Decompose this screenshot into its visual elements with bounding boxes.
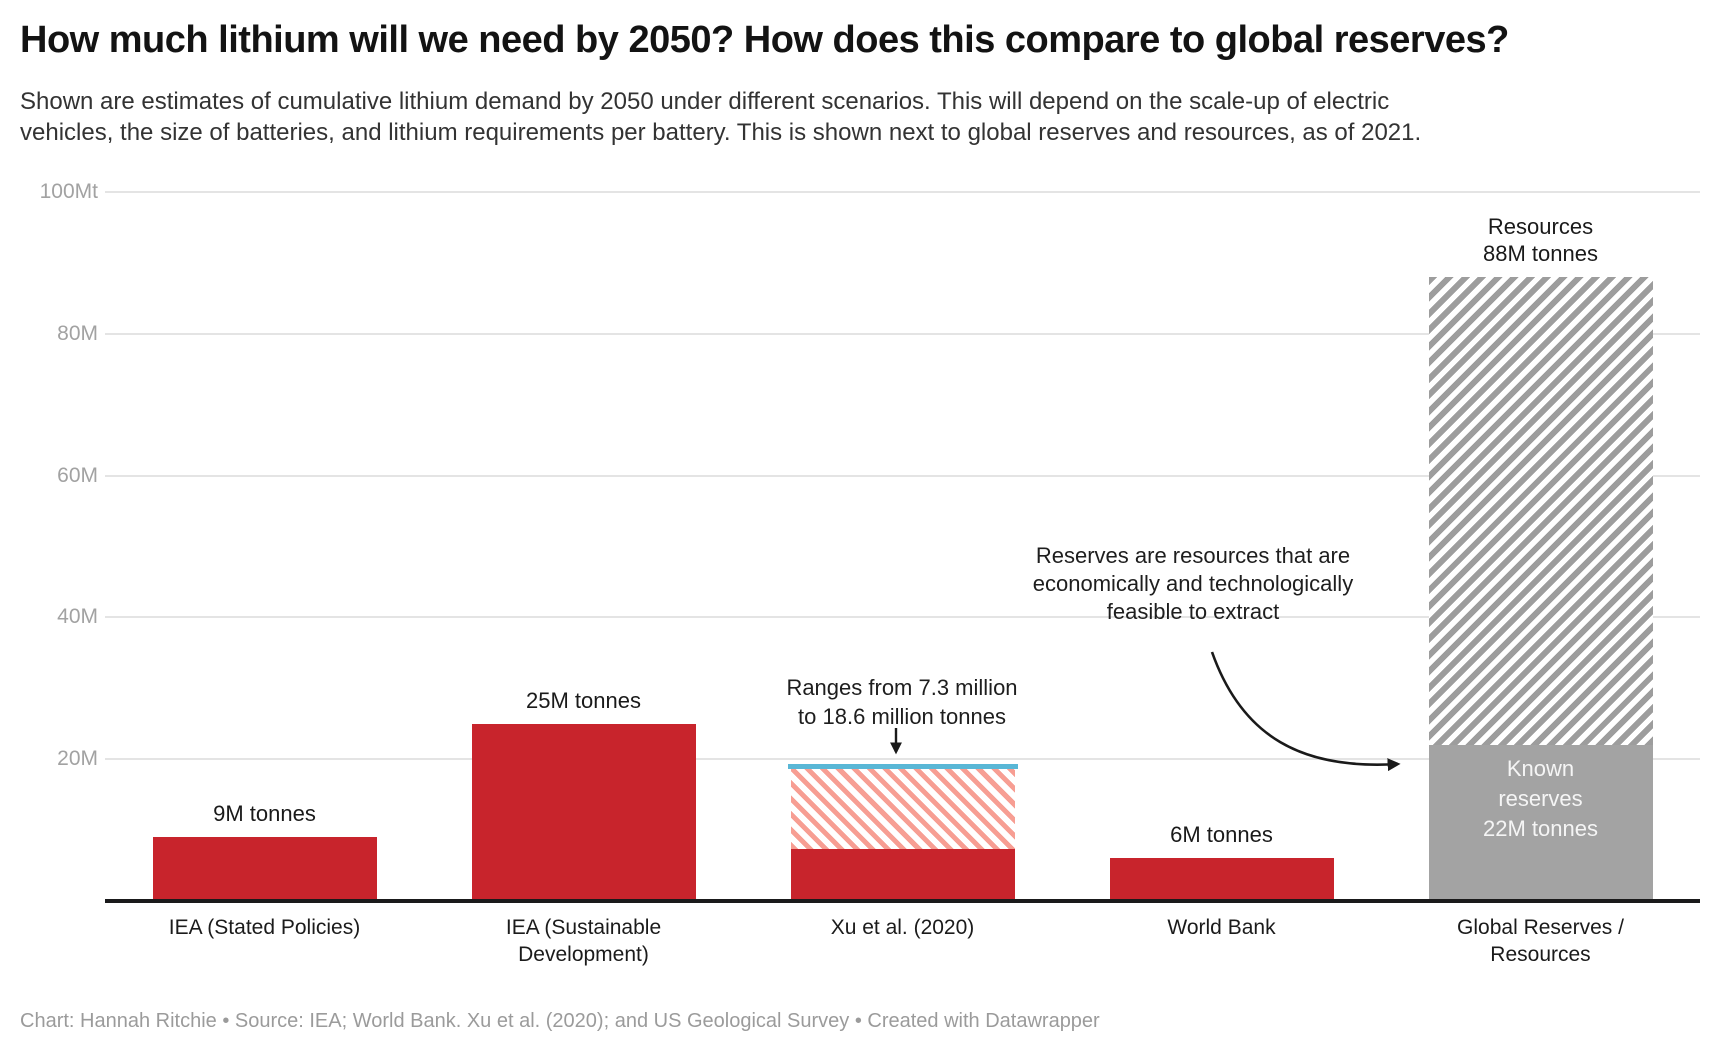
category-label: IEA (Sustainable Development) <box>424 914 743 968</box>
bar-value-label: 6M tonnes <box>1022 821 1422 848</box>
bar-segment-hatch-red <box>790 769 1015 850</box>
bar-value-label: 9M tonnes <box>65 800 465 827</box>
text-line: Global Reserves / <box>1457 916 1624 939</box>
bar-inner-label: Known reserves 22M tonnes <box>1429 754 1653 844</box>
subtitle-line: Shown are estimates of cumulative lithiu… <box>20 88 1390 115</box>
text-line: 9M tonnes <box>213 801 316 827</box>
category-label: Global Reserves / Resources <box>1381 914 1700 968</box>
bar-value-label: Resources 88M tonnes <box>1341 213 1716 267</box>
text-line: 22M tonnes <box>1483 816 1598 842</box>
text-line: Resources <box>1487 214 1594 240</box>
annotation-line: Reserves are resources that are <box>1035 543 1351 568</box>
gridline-60 <box>105 474 1700 477</box>
text-line: Development) <box>518 943 649 966</box>
y-tick-label: 60M <box>57 463 98 487</box>
gridline-20 <box>105 758 1700 761</box>
text-line: 6M tonnes <box>1170 822 1273 848</box>
text-line: Xu et al. (2020) <box>830 916 975 939</box>
range-annotation: Ranges from 7.3 million to 18.6 million … <box>642 673 1162 731</box>
text-line: 88M tonnes <box>1483 241 1598 267</box>
annotation-line: to 18.6 million tonnes <box>798 704 1006 729</box>
y-tick-label: 80M <box>57 321 98 345</box>
y-tick-label: 40M <box>57 605 98 629</box>
x-axis-line <box>105 899 1700 903</box>
category-label: IEA (Stated Policies) <box>105 914 424 941</box>
annotation-line: Ranges from 7.3 million <box>786 675 1018 700</box>
bar-segment-solid-red <box>471 723 696 901</box>
text-line: reserves <box>1498 786 1583 812</box>
text-line: 25M tonnes <box>526 687 641 713</box>
chart-subtitle: Shown are estimates of cumulative lithiu… <box>20 86 1690 148</box>
gridline-80 <box>105 332 1700 335</box>
text-line: Resources <box>1490 943 1591 966</box>
y-tick-label: 20M <box>57 747 98 771</box>
category-label: Xu et al. (2020) <box>743 914 1062 941</box>
bar-value-label: 25M tonnes <box>384 687 784 714</box>
range-cap-line <box>787 764 1018 770</box>
reserves-annotation: Reserves are resources that are economic… <box>913 542 1473 626</box>
gridline-100 <box>105 191 1700 193</box>
attribution: Chart: Hannah Ritchie • Source: IEA; Wor… <box>20 1010 1100 1032</box>
bar-segment-hatch-gray <box>1428 277 1653 746</box>
gridline-40 <box>105 616 1700 619</box>
annotation-line: economically and technologically <box>1032 571 1354 596</box>
page-title: How much lithium will we need by 2050? H… <box>20 19 1509 61</box>
text-line: Known <box>1506 756 1575 782</box>
text-line: World Bank <box>1167 916 1276 939</box>
bar-segment-solid-gray <box>1428 745 1653 901</box>
text-line: IEA (Stated Policies) <box>168 916 361 939</box>
bar-segment-solid-red <box>1109 858 1334 901</box>
text-line: IEA (Sustainable <box>505 916 662 939</box>
annotation-line: feasible to extract <box>1106 599 1280 624</box>
bar-segment-solid-red <box>790 849 1015 901</box>
y-tick-label: 100Mt <box>39 180 98 203</box>
subtitle-line: vehicles, the size of batteries, and lit… <box>20 119 1422 146</box>
category-label: World Bank <box>1062 914 1381 941</box>
bar-segment-solid-red <box>152 837 377 901</box>
